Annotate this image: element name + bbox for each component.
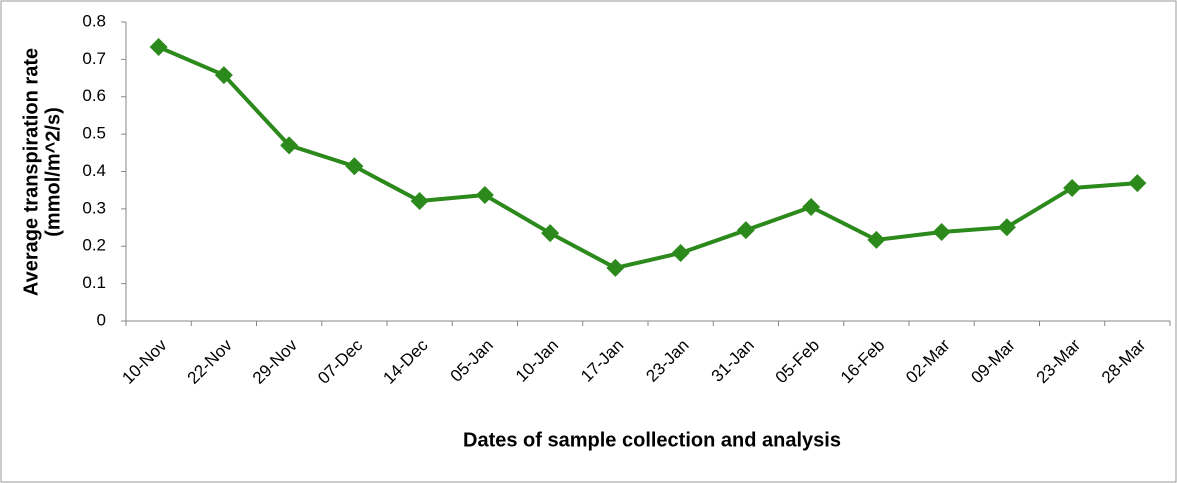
y-axis-title-line: (mmol/m^2/s) xyxy=(42,107,64,236)
y-tick-label: 0.1 xyxy=(82,273,106,292)
data-marker xyxy=(280,136,299,155)
x-tick-label: 14-Dec xyxy=(379,335,432,388)
x-tick-label: 16-Feb xyxy=(837,336,889,388)
data-marker xyxy=(214,66,233,85)
series-line xyxy=(157,45,1138,270)
x-tick-label: 10-Nov xyxy=(118,335,171,388)
y-tick-label: 0.7 xyxy=(82,49,106,68)
x-tick-label: 31-Jan xyxy=(708,336,758,386)
y-axis-title: Average transpiration rate (mmol/m^2/s) xyxy=(20,48,64,296)
data-marker xyxy=(997,218,1016,237)
data-marker xyxy=(1063,178,1082,197)
data-marker xyxy=(867,230,886,249)
x-tick-label: 09-Mar xyxy=(967,335,1019,387)
data-marker xyxy=(345,157,364,176)
x-tick-label: 10-Jan xyxy=(512,336,562,386)
data-marker xyxy=(932,223,951,242)
y-tick-label: 0.4 xyxy=(82,161,106,180)
data-marker xyxy=(736,221,755,240)
x-tick-label: 02-Mar xyxy=(902,335,954,387)
y-tick-label: 0.6 xyxy=(82,86,106,105)
data-marker xyxy=(410,192,429,211)
x-tick-label: 17-Jan xyxy=(577,336,627,386)
x-tick-label: 07-Dec xyxy=(314,335,367,388)
data-marker xyxy=(802,198,821,217)
x-tick-label: 28-Mar xyxy=(1098,335,1150,387)
y-axis-title-line: Average transpiration rate xyxy=(20,48,42,296)
y-tick-label: 0 xyxy=(97,310,106,329)
x-tick-label: 23-Mar xyxy=(1033,335,1085,387)
data-marker xyxy=(149,38,168,57)
data-marker xyxy=(606,258,625,277)
y-tick-label: 0.8 xyxy=(82,11,106,30)
x-axis-title: Dates of sample collection and analysis xyxy=(463,429,841,451)
y-tick-label: 0.2 xyxy=(82,236,106,255)
x-tick-label: 29-Nov xyxy=(249,335,302,388)
x-tick-label: 05-Feb xyxy=(772,336,824,388)
data-marker xyxy=(475,186,494,205)
data-marker xyxy=(1128,174,1147,193)
data-marker xyxy=(541,224,560,243)
y-tick-label: 0.3 xyxy=(82,198,106,217)
x-tick-label: 23-Jan xyxy=(642,336,692,386)
data-marker xyxy=(671,243,690,262)
x-tick-label: 05-Jan xyxy=(447,336,497,386)
y-tick-label: 0.5 xyxy=(82,124,106,143)
x-tick-label: 22-Nov xyxy=(184,335,237,388)
